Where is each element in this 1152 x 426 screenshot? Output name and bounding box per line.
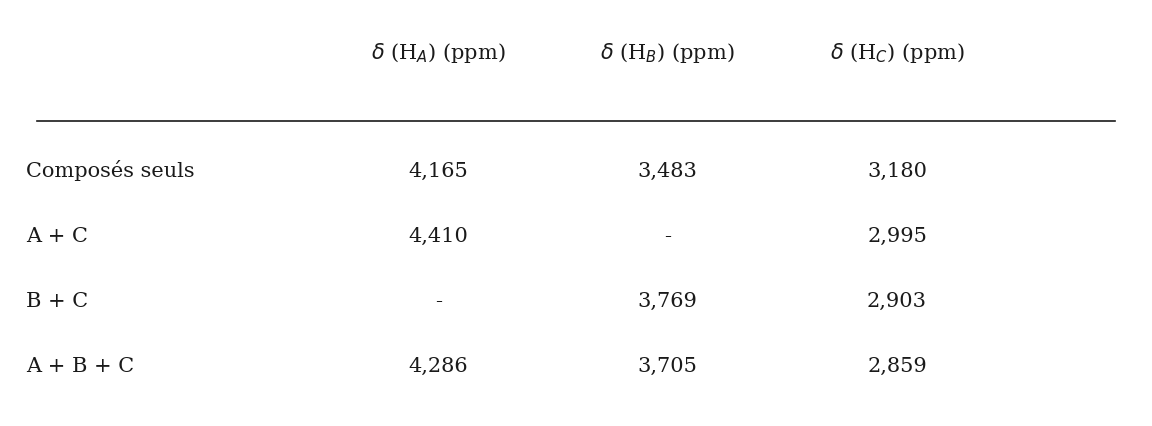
- Text: 3,483: 3,483: [638, 161, 698, 181]
- Text: 2,995: 2,995: [867, 227, 927, 246]
- Text: 4,410: 4,410: [409, 227, 469, 246]
- Text: Composés seuls: Composés seuls: [25, 161, 195, 181]
- Text: $\delta$ (H$_B$) (ppm): $\delta$ (H$_B$) (ppm): [600, 41, 735, 65]
- Text: $\delta$ (H$_A$) (ppm): $\delta$ (H$_A$) (ppm): [371, 41, 506, 65]
- Text: A + C: A + C: [25, 227, 88, 246]
- Text: A + B + C: A + B + C: [25, 357, 134, 376]
- Text: $\delta$ (H$_C$) (ppm): $\delta$ (H$_C$) (ppm): [829, 41, 964, 65]
- Text: 3,769: 3,769: [638, 292, 698, 311]
- Text: 2,859: 2,859: [867, 357, 927, 376]
- Text: B + C: B + C: [25, 292, 88, 311]
- Text: 4,165: 4,165: [409, 161, 469, 181]
- Text: 2,903: 2,903: [867, 292, 927, 311]
- Text: -: -: [435, 292, 442, 311]
- Text: 4,286: 4,286: [409, 357, 468, 376]
- Text: -: -: [665, 227, 672, 246]
- Text: 3,180: 3,180: [867, 161, 927, 181]
- Text: 3,705: 3,705: [638, 357, 698, 376]
